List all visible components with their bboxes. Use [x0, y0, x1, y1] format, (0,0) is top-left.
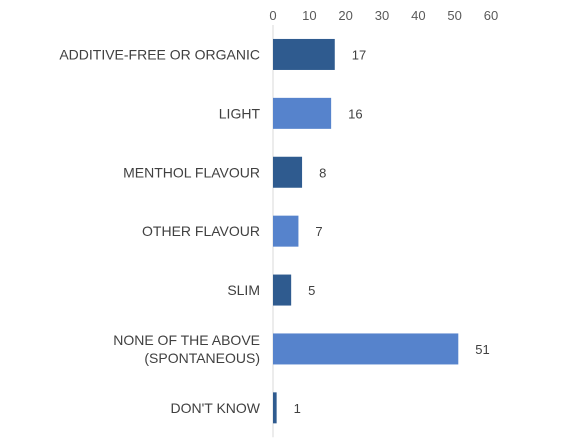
category-label: NONE OF THE ABOVE — [113, 332, 260, 348]
data-label: 1 — [294, 401, 301, 416]
bar — [273, 215, 299, 247]
category-label: LIGHT — [219, 105, 261, 121]
category-label: ADDITIVE-FREE OR ORGANIC — [59, 46, 260, 62]
category-label: OTHER FLAVOUR — [142, 223, 260, 239]
category-label: MENTHOL FLAVOUR — [123, 164, 260, 180]
x-tick-label: 60 — [484, 8, 498, 23]
x-tick-label: 20 — [338, 8, 352, 23]
x-tick-label: 50 — [447, 8, 461, 23]
category-label: SLIM — [227, 282, 260, 298]
x-tick-label: 30 — [375, 8, 389, 23]
x-tick-label: 10 — [302, 8, 316, 23]
bar — [273, 156, 303, 188]
x-tick-label: 0 — [269, 8, 276, 23]
data-label: 51 — [475, 342, 489, 357]
data-label: 7 — [315, 224, 322, 239]
bar — [273, 333, 459, 365]
category-label: DON'T KNOW — [170, 400, 260, 416]
bar — [273, 38, 335, 70]
bar — [273, 392, 277, 424]
data-label: 8 — [319, 165, 326, 180]
x-tick-label: 40 — [411, 8, 425, 23]
data-label: 16 — [348, 106, 362, 121]
data-label: 5 — [308, 283, 315, 298]
category-label: (SPONTANEOUS) — [144, 350, 260, 366]
bar — [273, 274, 292, 306]
data-label: 17 — [352, 47, 366, 62]
bar — [273, 97, 332, 129]
